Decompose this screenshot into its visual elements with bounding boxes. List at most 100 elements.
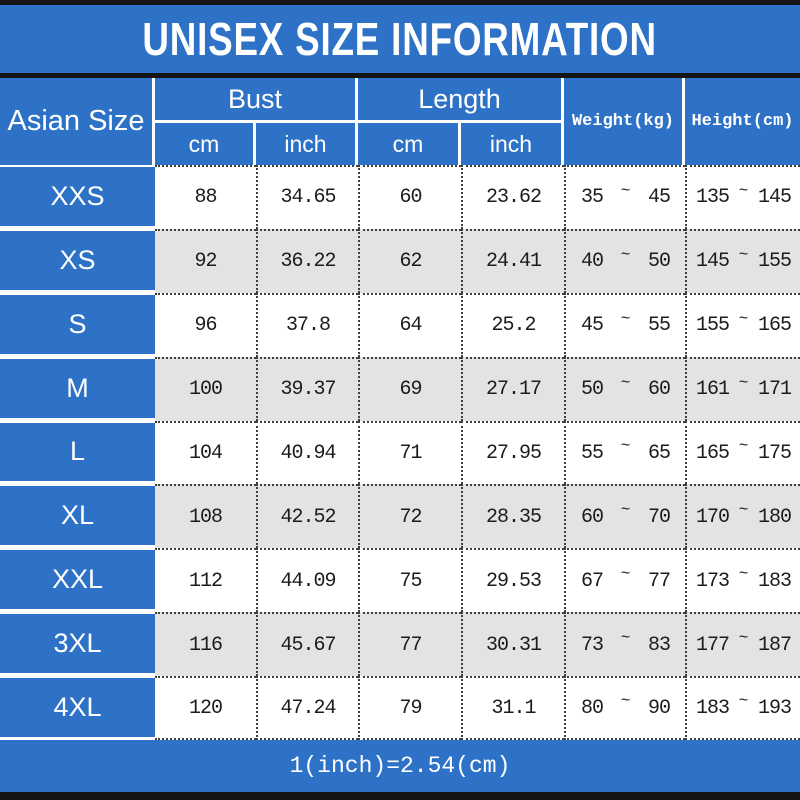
header-bust: Bust bbox=[155, 78, 355, 120]
length-cm-value: 62 bbox=[358, 228, 461, 293]
weight-max: 77 bbox=[647, 569, 671, 593]
height-range: 161 ~ 171 bbox=[685, 356, 800, 421]
table-body: XXS 88 34.65 60 23.62 35 ~ 45 135 ~ 145 … bbox=[0, 165, 800, 740]
height-max: 187 bbox=[757, 633, 792, 657]
title-divider bbox=[0, 73, 800, 78]
table-header: Asian Size Bust Length Weight(kg) Height… bbox=[0, 78, 800, 165]
height-min: 173 bbox=[696, 569, 730, 593]
length-cm-value: 71 bbox=[358, 420, 461, 485]
size-label: 4XL bbox=[0, 676, 155, 740]
bottom-border bbox=[0, 792, 800, 800]
height-min: 145 bbox=[696, 250, 730, 274]
weight-range: 35 ~ 45 bbox=[564, 165, 685, 229]
tilde: ~ bbox=[620, 692, 631, 711]
weight-range: 67 ~ 77 bbox=[564, 548, 685, 613]
tilde: ~ bbox=[738, 629, 749, 648]
footer-bar: 1(inch)=2.54(cm) bbox=[0, 740, 800, 792]
header-bust-cm: cm bbox=[155, 123, 253, 165]
weight-min: 45 bbox=[581, 314, 604, 338]
bust-cm-value: 104 bbox=[155, 420, 256, 485]
height-range: 170 ~ 180 bbox=[685, 484, 800, 549]
length-cm-value: 69 bbox=[358, 356, 461, 421]
height-min: 183 bbox=[696, 696, 730, 720]
tilde: ~ bbox=[738, 181, 749, 200]
height-max: 165 bbox=[757, 314, 792, 338]
page-title: UNISEX SIZE INFORMATION bbox=[142, 13, 658, 65]
height-max: 145 bbox=[757, 186, 792, 210]
tilde: ~ bbox=[738, 565, 749, 584]
tilde: ~ bbox=[620, 373, 631, 392]
length-inch-value: 29.53 bbox=[461, 548, 564, 613]
height-range: 145 ~ 155 bbox=[685, 228, 800, 293]
height-max: 193 bbox=[757, 696, 792, 720]
height-min: 165 bbox=[696, 441, 730, 465]
weight-max: 65 bbox=[647, 441, 671, 465]
length-cm-value: 64 bbox=[358, 292, 461, 357]
header-asian-size: Asian Size bbox=[0, 78, 152, 165]
weight-range: 60 ~ 70 bbox=[564, 484, 685, 549]
bust-inch-value: 42.52 bbox=[256, 484, 358, 549]
length-inch-value: 30.31 bbox=[461, 612, 564, 677]
tilde: ~ bbox=[620, 501, 631, 520]
height-range: 135 ~ 145 bbox=[685, 165, 800, 229]
bust-inch-value: 39.37 bbox=[256, 356, 358, 421]
size-label: XL bbox=[0, 484, 155, 549]
height-min: 135 bbox=[696, 186, 730, 210]
bust-inch-value: 36.22 bbox=[256, 228, 358, 293]
header-length-inch: inch bbox=[461, 123, 561, 165]
height-max: 180 bbox=[757, 505, 792, 529]
bust-cm-value: 120 bbox=[155, 676, 256, 740]
weight-range: 73 ~ 83 bbox=[564, 612, 685, 677]
bust-cm-value: 96 bbox=[155, 292, 256, 357]
weight-range: 80 ~ 90 bbox=[564, 676, 685, 740]
bust-inch-value: 45.67 bbox=[256, 612, 358, 677]
height-range: 165 ~ 175 bbox=[685, 420, 800, 485]
length-cm-value: 75 bbox=[358, 548, 461, 613]
header-length-cm: cm bbox=[358, 123, 458, 165]
weight-min: 55 bbox=[581, 441, 604, 465]
height-max: 171 bbox=[757, 378, 792, 402]
tilde: ~ bbox=[738, 501, 749, 520]
weight-min: 35 bbox=[581, 186, 604, 210]
height-max: 183 bbox=[757, 569, 792, 593]
weight-min: 73 bbox=[581, 633, 604, 657]
weight-range: 45 ~ 55 bbox=[564, 292, 685, 357]
height-max: 155 bbox=[757, 250, 792, 274]
conversion-note: 1(inch)=2.54(cm) bbox=[289, 753, 511, 779]
size-label: L bbox=[0, 420, 155, 485]
height-min: 177 bbox=[696, 633, 730, 657]
weight-max: 45 bbox=[647, 186, 671, 210]
weight-max: 55 bbox=[647, 314, 671, 338]
header-height-cm: Height(cm) bbox=[685, 78, 800, 165]
weight-range: 50 ~ 60 bbox=[564, 356, 685, 421]
bust-cm-value: 108 bbox=[155, 484, 256, 549]
height-range: 155 ~ 165 bbox=[685, 292, 800, 357]
bust-inch-value: 47.24 bbox=[256, 676, 358, 740]
size-label: 3XL bbox=[0, 612, 155, 677]
bust-cm-value: 100 bbox=[155, 356, 256, 421]
length-inch-value: 25.2 bbox=[461, 292, 564, 357]
tilde: ~ bbox=[738, 309, 749, 328]
size-label: S bbox=[0, 292, 155, 357]
height-range: 177 ~ 187 bbox=[685, 612, 800, 677]
length-inch-value: 28.35 bbox=[461, 484, 564, 549]
height-min: 170 bbox=[696, 505, 730, 529]
header-length: Length bbox=[358, 78, 561, 120]
length-inch-value: 27.95 bbox=[461, 420, 564, 485]
height-min: 155 bbox=[696, 314, 730, 338]
weight-max: 83 bbox=[647, 633, 671, 657]
height-range: 173 ~ 183 bbox=[685, 548, 800, 613]
size-label: XXL bbox=[0, 548, 155, 613]
length-cm-value: 77 bbox=[358, 612, 461, 677]
title-bar: UNISEX SIZE INFORMATION bbox=[0, 5, 800, 73]
bust-cm-value: 112 bbox=[155, 548, 256, 613]
length-inch-value: 23.62 bbox=[461, 165, 564, 229]
tilde: ~ bbox=[738, 437, 749, 456]
weight-max: 50 bbox=[647, 250, 671, 274]
bust-cm-value: 88 bbox=[155, 165, 256, 229]
weight-min: 60 bbox=[581, 505, 604, 529]
weight-range: 40 ~ 50 bbox=[564, 228, 685, 293]
length-inch-value: 27.17 bbox=[461, 356, 564, 421]
tilde: ~ bbox=[620, 181, 631, 200]
